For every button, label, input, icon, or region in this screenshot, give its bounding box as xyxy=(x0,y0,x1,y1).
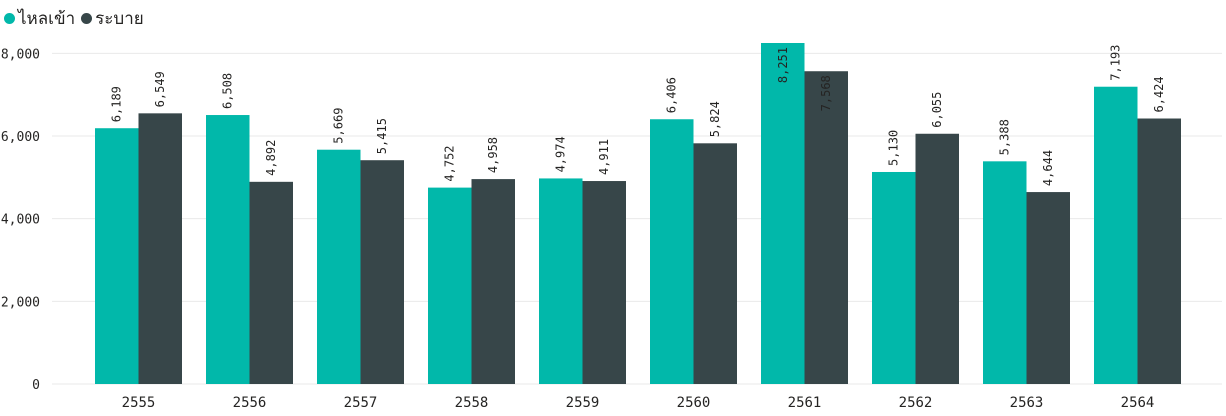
x-tick-label: 2563 xyxy=(1010,395,1044,411)
data-label: 5,130 xyxy=(887,130,901,166)
bar-outflow[interactable] xyxy=(249,181,294,384)
legend-dot-outflow-icon xyxy=(81,12,93,24)
bar-inflow[interactable] xyxy=(872,171,916,384)
bar-outflow[interactable] xyxy=(804,71,849,385)
legend-label-outflow: ระบาย xyxy=(95,8,144,29)
data-label: 6,055 xyxy=(930,92,944,128)
data-label: 6,406 xyxy=(665,77,679,113)
y-tick-label: 6,000 xyxy=(1,130,40,145)
bar-inflow[interactable] xyxy=(983,161,1027,384)
bar-outflow[interactable] xyxy=(1137,118,1182,385)
data-label: 4,911 xyxy=(597,139,611,175)
bar-inflow[interactable] xyxy=(761,43,805,384)
data-label: 6,549 xyxy=(153,71,167,107)
x-tick-label: 2560 xyxy=(677,395,711,411)
data-label: 5,415 xyxy=(375,118,389,154)
data-label: 4,752 xyxy=(443,145,457,181)
y-tick-label: 0 xyxy=(32,378,40,393)
data-label: 4,892 xyxy=(264,140,278,176)
data-label: 5,388 xyxy=(998,119,1012,155)
x-tick-label: 2564 xyxy=(1121,395,1155,411)
data-label: 7,193 xyxy=(1109,45,1123,81)
bar-inflow[interactable] xyxy=(206,115,250,384)
data-label: 5,824 xyxy=(708,101,722,137)
bar-outflow[interactable] xyxy=(582,181,627,384)
y-tick-label: 2,000 xyxy=(1,295,40,310)
legend-dot-inflow-icon xyxy=(4,12,15,24)
x-tick-label: 2561 xyxy=(788,395,822,411)
legend-item-outflow[interactable]: ระบาย xyxy=(81,5,144,32)
bar-outflow[interactable] xyxy=(915,133,960,384)
x-tick-label: 2556 xyxy=(233,395,267,411)
bar-inflow[interactable] xyxy=(650,119,694,384)
data-label: 4,974 xyxy=(554,136,568,172)
bar-outflow[interactable] xyxy=(360,160,405,384)
bar-outflow[interactable] xyxy=(138,113,183,384)
bar-outflow[interactable] xyxy=(693,143,738,384)
data-label: 8,251 xyxy=(776,47,790,83)
y-tick-label: 4,000 xyxy=(1,213,40,228)
bar-inflow[interactable] xyxy=(428,187,472,384)
data-label: 6,508 xyxy=(221,73,235,109)
bar-inflow[interactable] xyxy=(1094,86,1138,384)
data-label: 4,958 xyxy=(486,137,500,173)
data-label: 4,644 xyxy=(1041,150,1055,186)
x-tick-label: 2555 xyxy=(122,395,156,411)
y-tick-label: 8,000 xyxy=(1,47,40,62)
legend-label-inflow: ไหลเข้า xyxy=(18,8,76,29)
bar-inflow[interactable] xyxy=(539,178,583,384)
data-label: 6,424 xyxy=(1152,76,1166,112)
bar-outflow[interactable] xyxy=(1026,192,1071,384)
x-tick-label: 2557 xyxy=(344,395,378,411)
bar-inflow[interactable] xyxy=(317,149,361,384)
x-tick-label: 2559 xyxy=(566,395,600,411)
bar-inflow[interactable] xyxy=(95,128,139,384)
data-label: 5,669 xyxy=(332,108,346,144)
data-label: 7,568 xyxy=(819,75,833,111)
legend-item-inflow[interactable]: ไหลเข้า xyxy=(4,5,75,32)
bar-outflow[interactable] xyxy=(471,179,516,384)
x-tick-label: 2558 xyxy=(455,395,489,411)
chart-legend: ไหลเข้า ระบาย xyxy=(4,6,150,30)
data-label: 6,189 xyxy=(110,86,124,122)
x-tick-label: 2562 xyxy=(899,395,933,411)
